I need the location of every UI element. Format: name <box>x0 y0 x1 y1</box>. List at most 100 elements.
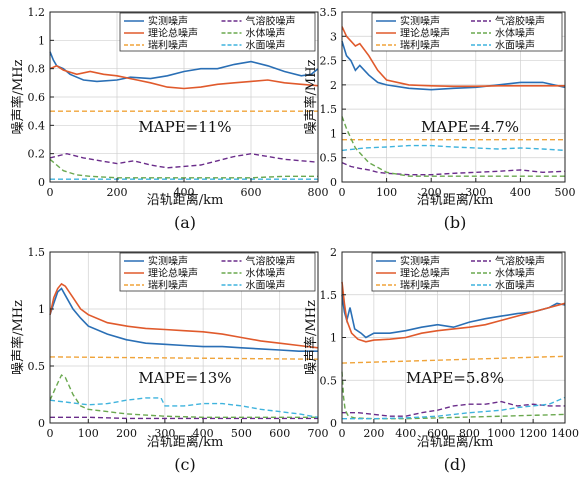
legend-label: 水体噪声 <box>246 27 286 40</box>
legend-label: 水体噪声 <box>495 267 535 280</box>
x-tick-label: 0 <box>47 427 54 440</box>
series-line <box>50 417 318 418</box>
x-tick-label: 100 <box>376 186 397 199</box>
series-line <box>342 295 565 338</box>
series-line <box>342 146 565 151</box>
y-tick-label: 0.4 <box>28 119 46 132</box>
y-tick-label: 0.5 <box>28 360 46 373</box>
x-tick-label: 600 <box>269 427 290 440</box>
y-tick-label: 1.2 <box>28 6 46 19</box>
x-tick-label: 500 <box>555 186 576 199</box>
x-tick-label: 600 <box>241 186 262 199</box>
legend-label: 水面噪声 <box>246 279 286 292</box>
legend-label: 水面噪声 <box>246 39 286 52</box>
x-tick-label: 800 <box>308 186 329 199</box>
y-axis-label: 噪声率/MHz <box>303 300 319 375</box>
panel-caption: (a) <box>174 213 196 232</box>
y-tick-label: 1 <box>330 127 337 140</box>
chart-panel-1: 0 200 400 600 800 0 0.2 0.4 0.6 0.8 1 1.2 沿轨距离/km 噪声率… <box>10 6 329 232</box>
legend-label: 实测噪声 <box>148 255 188 268</box>
legend-label: 理论总噪声 <box>400 27 450 40</box>
legend-label: 气溶胶噪声 <box>246 255 296 268</box>
legend: 实测噪声 气溶胶噪声理论总噪声 水体噪声瑞利噪声 水面噪声 <box>120 13 315 52</box>
y-tick-label: 0.8 <box>28 63 46 76</box>
x-tick-label: 100 <box>78 427 99 440</box>
x-axis-label: 沿轨距离/km <box>417 434 494 450</box>
legend: 实测噪声 气溶胶噪声理论总噪声 水体噪声瑞利噪声 水面噪声 <box>372 13 562 52</box>
legend-label: 水体噪声 <box>495 27 535 40</box>
y-tick-label: 1 <box>38 303 45 316</box>
series-line <box>50 357 318 359</box>
legend-label: 瑞利噪声 <box>148 39 188 52</box>
y-tick-label: 3 <box>330 30 337 43</box>
x-tick-label: 0 <box>47 186 54 199</box>
y-tick-label: 3.5 <box>320 6 338 19</box>
y-tick-label: 2 <box>330 79 337 92</box>
legend-label: 水体噪声 <box>246 267 286 280</box>
mape-annotation: MAPE=11% <box>138 118 231 136</box>
legend-label: 气溶胶噪声 <box>495 15 545 28</box>
chart-panel-2: 0 100 200 300 400 500 0 0.5 1 1.5 2 2.5 3 3.5 沿轨距离/km 噪… <box>303 6 576 232</box>
legend-label: 理论总噪声 <box>148 27 198 40</box>
mape-annotation: MAPE=4.7% <box>421 118 519 136</box>
x-tick-label: 400 <box>510 186 531 199</box>
legend-label: 气溶胶噪声 <box>495 255 545 268</box>
y-tick-label: 0.5 <box>320 152 338 165</box>
legend-label: 气溶胶噪声 <box>246 15 296 28</box>
y-tick-label: 0 <box>330 417 337 430</box>
legend-label: 实测噪声 <box>400 255 440 268</box>
y-tick-label: 1.5 <box>320 103 338 116</box>
legend-label: 实测噪声 <box>400 15 440 28</box>
mape-annotation: MAPE=13% <box>138 369 231 387</box>
y-axis-label: 噪声率/MHz <box>10 300 26 375</box>
x-axis-label: 沿轨距离/km <box>417 192 494 208</box>
y-tick-label: 0 <box>38 417 45 430</box>
x-tick-label: 1400 <box>551 427 579 440</box>
x-axis-label: 沿轨距离/km <box>147 192 224 208</box>
legend-label: 理论总噪声 <box>400 267 450 280</box>
chart-panel-4: 0 200 400 600 800 1000 1200 1400 0 0.5 1 1.5 2 沿轨距离/k… <box>303 246 579 474</box>
y-tick-label: 0.6 <box>28 91 46 104</box>
panel-caption: (b) <box>444 213 467 232</box>
x-tick-label: 700 <box>308 427 329 440</box>
y-tick-label: 2.5 <box>320 55 338 68</box>
panel-caption: (c) <box>174 455 195 474</box>
y-tick-label: 0.2 <box>28 148 46 161</box>
legend-label: 瑞利噪声 <box>148 279 188 292</box>
series-line <box>342 402 565 417</box>
y-tick-label: 1.5 <box>28 246 46 259</box>
x-tick-label: 200 <box>107 186 128 199</box>
series-line <box>50 398 318 417</box>
series-line <box>342 163 565 175</box>
panel-caption: (d) <box>444 455 467 474</box>
y-tick-label: 1 <box>38 34 45 47</box>
mape-annotation: MAPE=5.8% <box>406 369 504 387</box>
series-line <box>50 284 318 348</box>
legend-label: 实测噪声 <box>148 15 188 28</box>
x-axis-label: 沿轨距离/km <box>147 434 224 450</box>
chart-panel-3: 0 100 200 300 400 500 600 700 0 0.5 1 1.5 沿轨距离/km 噪声率… <box>10 246 329 474</box>
y-tick-label: 1 <box>330 332 337 345</box>
x-tick-label: 500 <box>231 427 252 440</box>
y-tick-label: 1.5 <box>320 289 338 302</box>
x-tick-label: 0 <box>339 427 346 440</box>
x-tick-label: 0 <box>339 186 346 199</box>
series-line <box>50 289 318 352</box>
legend-label: 瑞利噪声 <box>400 279 440 292</box>
legend-label: 水面噪声 <box>495 39 535 52</box>
legend-label: 瑞利噪声 <box>400 39 440 52</box>
x-tick-label: 400 <box>395 427 416 440</box>
x-tick-label: 1200 <box>519 427 547 440</box>
y-tick-label: 2 <box>330 246 337 259</box>
x-tick-label: 200 <box>363 427 384 440</box>
y-axis-label: 噪声率/MHz <box>303 59 319 134</box>
series-line <box>342 356 565 363</box>
y-tick-label: 0 <box>330 176 337 189</box>
y-axis-label: 噪声率/MHz <box>10 59 26 134</box>
x-tick-label: 200 <box>116 427 137 440</box>
y-tick-label: 0 <box>38 176 45 189</box>
